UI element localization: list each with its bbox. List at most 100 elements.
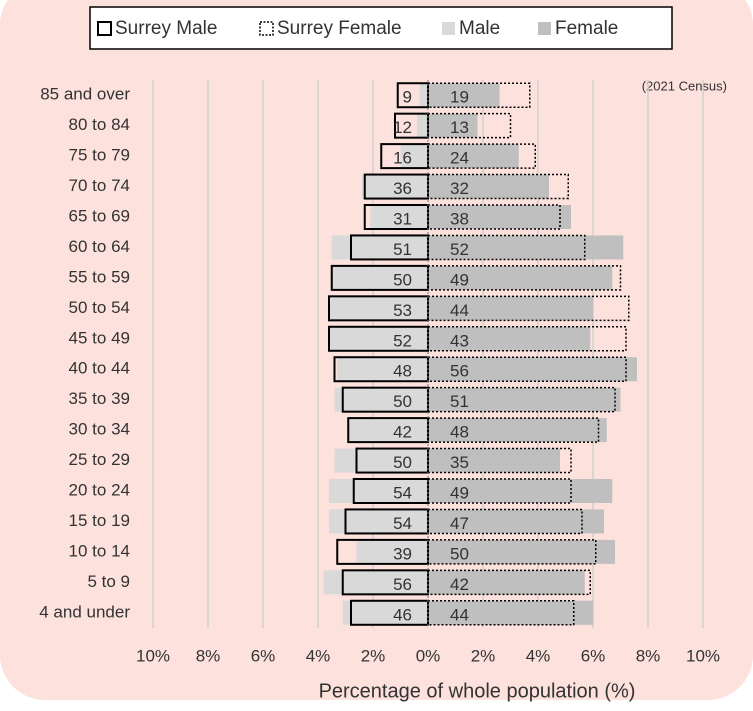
data-label: 9 — [403, 88, 412, 107]
x-tick-label: 6% — [251, 646, 276, 665]
x-tick-label: 2% — [361, 646, 386, 665]
bar — [329, 479, 428, 503]
bar — [427, 600, 575, 626]
y-tick-label: 80 to 84 — [69, 115, 130, 134]
data-label: 49 — [450, 270, 469, 289]
y-tick-label: 10 to 14 — [69, 541, 130, 560]
bar — [419, 83, 428, 108]
data-label: 50 — [393, 392, 412, 411]
y-tick-label: 75 to 79 — [69, 146, 130, 165]
y-tick-label: 5 to 9 — [87, 572, 130, 591]
legend-swatch — [259, 21, 274, 36]
bar — [428, 509, 604, 534]
data-label: 46 — [393, 605, 412, 624]
y-tick-label: 85 and over — [40, 85, 130, 104]
x-tick-label: 10% — [136, 646, 170, 665]
y-tick-label: 40 to 44 — [69, 359, 130, 378]
bar — [337, 357, 428, 382]
bar — [428, 83, 500, 108]
y-tick-label: 65 to 69 — [69, 206, 130, 225]
legend-label: Female — [555, 18, 618, 39]
data-label: 53 — [393, 301, 412, 320]
data-label: 44 — [450, 605, 469, 624]
data-label: 56 — [450, 362, 469, 381]
bar — [428, 448, 560, 473]
bar — [329, 509, 428, 534]
bar — [427, 82, 531, 108]
bar — [417, 113, 428, 138]
data-label: 52 — [450, 240, 469, 259]
bar — [396, 82, 429, 109]
data-label: 50 — [450, 544, 469, 563]
bar — [427, 326, 627, 352]
data-label: 12 — [393, 118, 412, 137]
legend-label: Male — [459, 18, 500, 39]
data-label: 42 — [393, 423, 412, 442]
bar — [428, 326, 591, 351]
x-tick-label: 10% — [686, 646, 720, 665]
bar — [427, 386, 616, 413]
bar — [428, 387, 621, 412]
bar — [428, 600, 593, 625]
data-label: 36 — [393, 179, 412, 198]
y-tick-label: 25 to 29 — [69, 450, 130, 469]
data-label: 32 — [450, 179, 469, 198]
data-label: 42 — [450, 575, 469, 594]
bar — [356, 539, 428, 564]
x-tick-label: 2% — [471, 646, 496, 665]
legend-label: Surrey Female — [277, 18, 402, 39]
bar — [427, 478, 572, 504]
data-label: 24 — [450, 149, 469, 168]
bar — [428, 144, 519, 169]
y-tick-label: 35 to 39 — [69, 389, 130, 408]
data-label: 50 — [393, 270, 412, 289]
data-label: 16 — [393, 149, 412, 168]
bar — [428, 235, 624, 260]
data-label: 47 — [450, 514, 469, 533]
bar — [400, 144, 428, 169]
y-tick-label: 30 to 34 — [69, 420, 130, 439]
bar — [427, 143, 536, 169]
bar — [334, 387, 428, 412]
y-tick-label: 55 to 59 — [69, 267, 130, 286]
bar — [428, 174, 549, 199]
bar — [428, 265, 613, 290]
bar — [331, 265, 428, 290]
legend-swatch — [97, 21, 112, 36]
bar — [323, 570, 428, 595]
bar — [428, 205, 571, 229]
legend-box — [89, 6, 673, 50]
y-tick-label: 15 to 19 — [69, 511, 130, 530]
data-label: 39 — [393, 544, 412, 563]
legend-swatch — [442, 22, 455, 35]
bar — [331, 235, 428, 260]
x-tick-label: 4% — [526, 646, 551, 665]
bar — [428, 539, 615, 564]
x-tick-label: 0% — [416, 646, 441, 665]
y-tick-label: 45 to 49 — [69, 328, 130, 347]
data-label: 51 — [450, 392, 469, 411]
legend-swatch — [538, 22, 551, 35]
data-label: 43 — [450, 331, 469, 350]
y-tick-label: 60 to 64 — [69, 237, 130, 256]
bar — [334, 448, 428, 473]
data-label: 44 — [450, 301, 469, 320]
bar — [428, 357, 637, 382]
data-label: 48 — [450, 423, 469, 442]
y-tick-label: 20 to 24 — [69, 480, 130, 499]
x-axis-label: Percentage of whole population (%) — [319, 680, 636, 702]
bar — [427, 234, 586, 261]
data-label: 35 — [450, 453, 469, 472]
data-label: 50 — [393, 453, 412, 472]
bar — [428, 296, 593, 321]
bar — [427, 417, 600, 443]
bar — [428, 113, 478, 138]
bar — [428, 418, 607, 443]
bar — [348, 418, 428, 443]
y-tick-label: 4 and under — [39, 602, 130, 621]
y-tick-label: 50 to 54 — [69, 298, 130, 317]
data-label: 38 — [450, 209, 469, 228]
data-label: 52 — [393, 331, 412, 350]
data-label: 51 — [393, 240, 412, 259]
data-label: 13 — [450, 118, 469, 137]
